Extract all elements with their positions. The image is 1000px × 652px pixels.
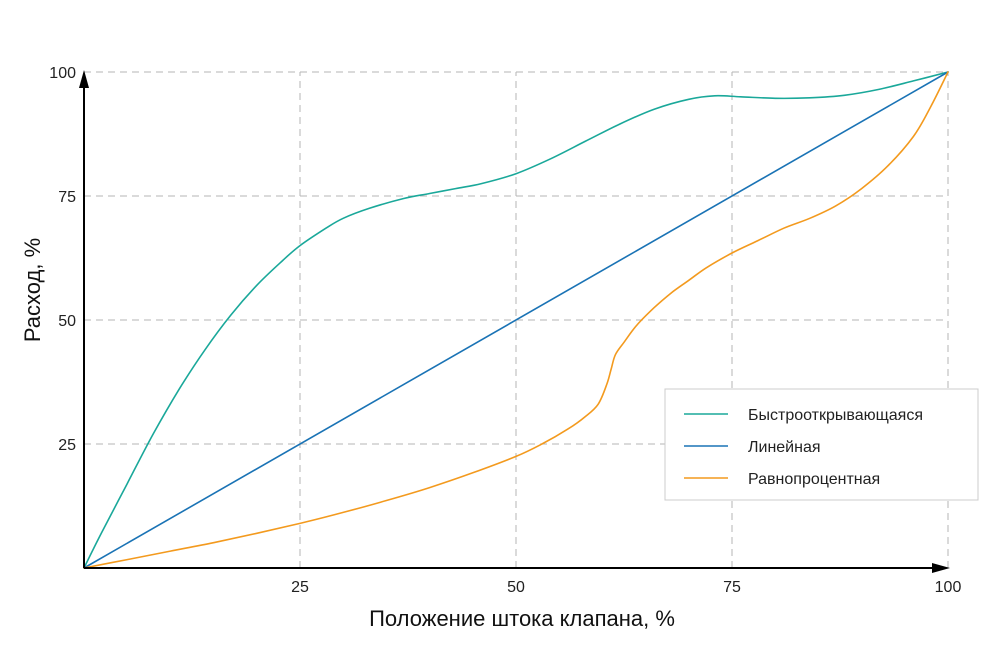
y-tick-label-50: 50 bbox=[58, 313, 76, 330]
axes bbox=[79, 70, 950, 573]
series-lines bbox=[83, 71, 949, 569]
y-tick-label-100: 100 bbox=[49, 65, 76, 82]
y-tick-label-75: 75 bbox=[58, 189, 76, 206]
y-tick-label-25: 25 bbox=[58, 437, 76, 454]
series-line-1 bbox=[83, 71, 949, 569]
y-axis-arrow-icon bbox=[79, 70, 89, 88]
tick-labels: 25 50 75 100 25 50 75 100 bbox=[49, 65, 961, 596]
x-axis-arrow-icon bbox=[932, 563, 950, 573]
series-line-2 bbox=[83, 71, 949, 569]
legend-label-2: Линейная bbox=[748, 439, 821, 456]
x-tick-label-75: 75 bbox=[723, 579, 741, 596]
x-tick-label-100: 100 bbox=[935, 579, 962, 596]
series-line-3 bbox=[83, 71, 949, 569]
x-tick-label-50: 50 bbox=[507, 579, 525, 596]
y-axis-title: Расход, % bbox=[20, 238, 45, 342]
x-tick-label-25: 25 bbox=[291, 579, 309, 596]
legend-label-1: Быстрооткрывающаяся bbox=[748, 407, 923, 424]
legend: Быстрооткрывающаяся Линейная Равнопроцентн… bbox=[664, 388, 979, 501]
legend-box bbox=[664, 388, 979, 501]
x-axis-title: Положение штока клапана, % bbox=[369, 606, 675, 631]
legend-label-3: Равнопроцентная bbox=[748, 471, 880, 488]
